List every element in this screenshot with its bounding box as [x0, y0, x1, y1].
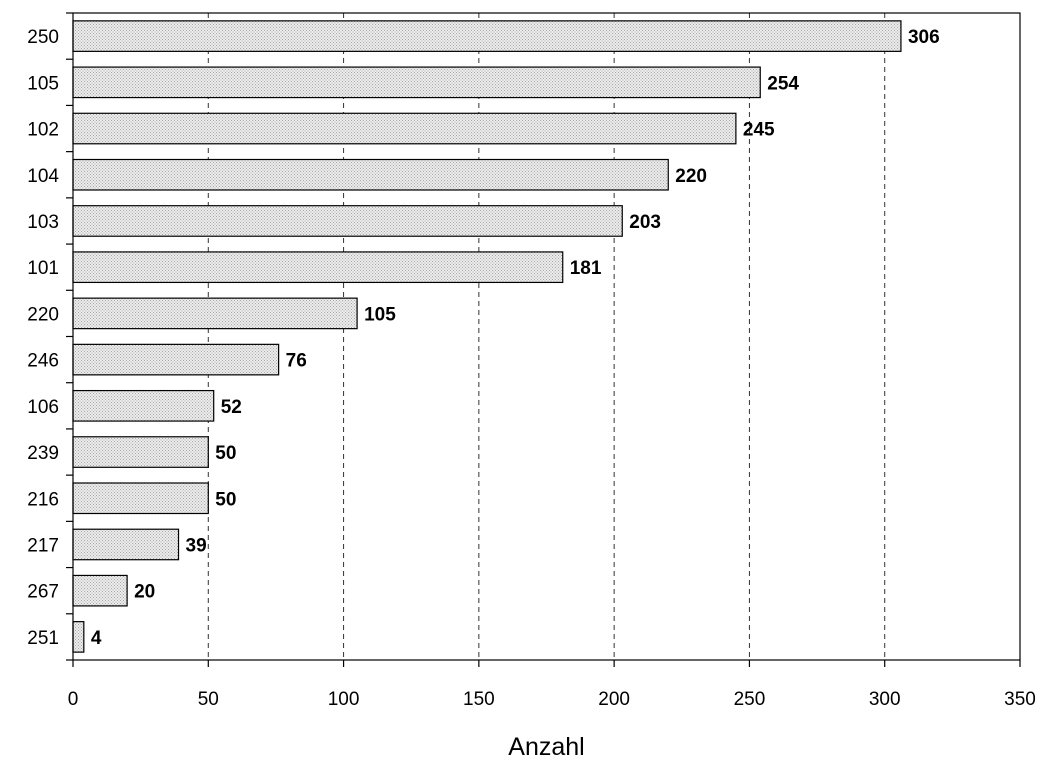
x-axis-tick-labels: 0 50 100 150 200 250 300 350: [68, 660, 1036, 710]
y-axis-tick-labels: 250 105 102 104 103 101 220 246 106 239 216 217 267 2…: [27, 12, 73, 661]
data-label: 105: [364, 304, 396, 325]
data-label: 50: [215, 489, 236, 510]
data-label: 220: [675, 166, 707, 187]
plot-area-frame: [72, 12, 1021, 661]
data-label: 254: [767, 73, 799, 94]
bar: [72, 66, 761, 99]
data-label: 39: [186, 535, 207, 556]
x-tick-label: 0: [68, 689, 79, 710]
data-label: 52: [221, 397, 242, 418]
data-label: 245: [743, 120, 775, 141]
y-tick-label: 251: [27, 628, 59, 649]
y-tick-label: 217: [27, 535, 59, 556]
bar: [72, 205, 623, 237]
data-labels: 306 254 245 220 203 181 105 76 52 50 50 39 20 4: [91, 27, 940, 649]
bar: [72, 20, 902, 52]
data-label: 181: [570, 258, 602, 279]
y-tick-label: 106: [27, 397, 59, 418]
y-tick-label: 102: [27, 120, 59, 141]
y-tick-label: 267: [27, 582, 59, 603]
y-tick-label: 239: [27, 443, 59, 464]
bar: [72, 528, 180, 561]
data-label: 4: [91, 628, 102, 649]
bar: [72, 574, 128, 607]
y-tick-label: 105: [27, 73, 59, 94]
y-tick-label: 250: [27, 27, 59, 48]
bar: [72, 297, 358, 330]
bar: [72, 158, 669, 191]
x-tick-label: 150: [463, 689, 495, 710]
y-tick-label: 216: [27, 489, 59, 510]
data-label: 76: [286, 351, 307, 372]
bar: [72, 436, 209, 468]
y-tick-label: 220: [27, 304, 59, 325]
bar: [72, 482, 209, 515]
bar: [72, 251, 564, 284]
data-label: 203: [629, 212, 661, 233]
bars: [72, 20, 902, 653]
y-tick-label: 101: [27, 258, 59, 279]
y-tick-label: 104: [27, 166, 59, 187]
bar: [72, 389, 215, 422]
bar: [72, 621, 85, 653]
gridlines: [207, 13, 886, 660]
bar: [72, 112, 737, 145]
x-tick-label: 350: [1004, 689, 1036, 710]
x-tick-label: 200: [598, 689, 630, 710]
data-label: 20: [134, 582, 155, 603]
x-tick-label: 100: [328, 689, 360, 710]
data-label: 50: [215, 443, 236, 464]
x-tick-label: 250: [734, 689, 766, 710]
data-label: 306: [908, 27, 940, 48]
bar: [72, 343, 280, 376]
x-axis-title: Anzahl: [508, 733, 584, 761]
y-tick-label: 103: [27, 212, 59, 233]
x-tick-label: 300: [869, 689, 901, 710]
x-tick-label: 50: [198, 689, 219, 710]
y-tick-label: 246: [27, 351, 59, 372]
